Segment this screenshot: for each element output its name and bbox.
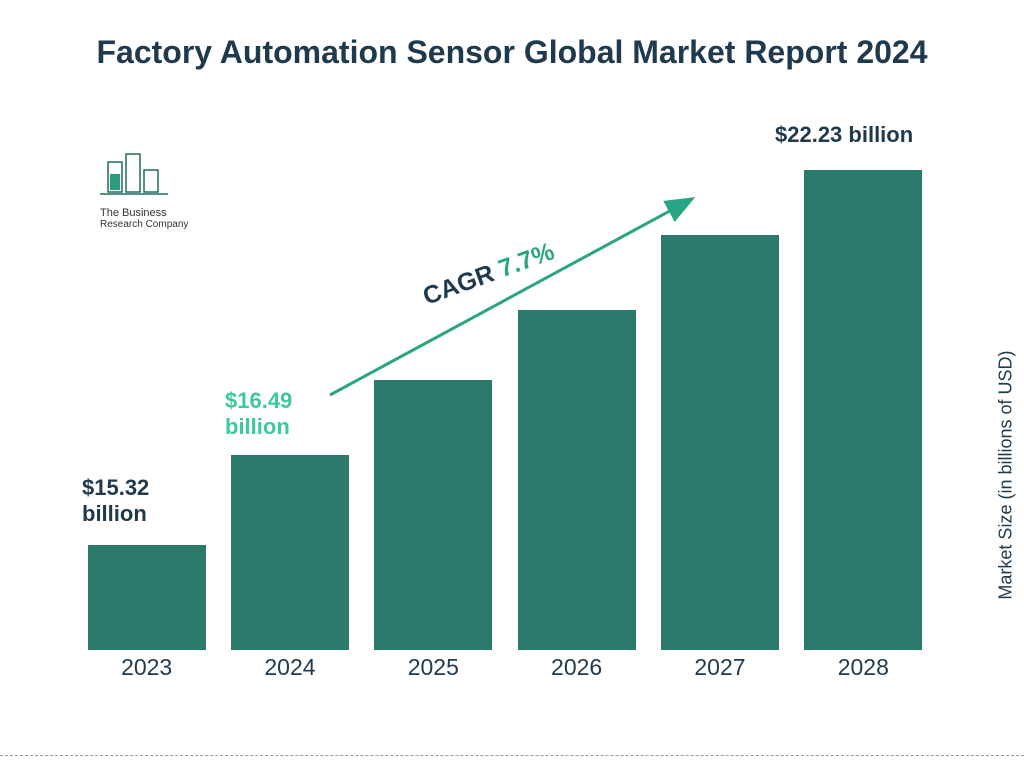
xlabel-3: 2026 (517, 654, 637, 690)
bar-chart: 2023 2024 2025 2026 2027 2028 (75, 160, 935, 690)
y-axis-label: Market Size (in billions of USD) (996, 351, 1017, 600)
value-label-2024: $16.49 billion (225, 388, 292, 441)
value-label-2023: $15.32 billion (82, 475, 149, 528)
xlabel-5: 2028 (803, 654, 923, 690)
footer-dashed-line (0, 755, 1024, 756)
bar-2028 (804, 170, 922, 650)
value-label-2028: $22.23 billion (775, 122, 913, 148)
xlabel-1: 2024 (230, 654, 350, 690)
bars-container (75, 160, 935, 650)
xlabel-2: 2025 (373, 654, 493, 690)
bar-2024 (231, 455, 349, 650)
xlabel-0: 2023 (87, 654, 207, 690)
xlabel-4: 2027 (660, 654, 780, 690)
bar-2025 (374, 380, 492, 650)
chart-title: Factory Automation Sensor Global Market … (0, 32, 1024, 72)
bar-2027 (661, 235, 779, 650)
bar-2026 (518, 310, 636, 650)
x-axis-labels: 2023 2024 2025 2026 2027 2028 (75, 654, 935, 690)
bar-2023 (88, 545, 206, 650)
